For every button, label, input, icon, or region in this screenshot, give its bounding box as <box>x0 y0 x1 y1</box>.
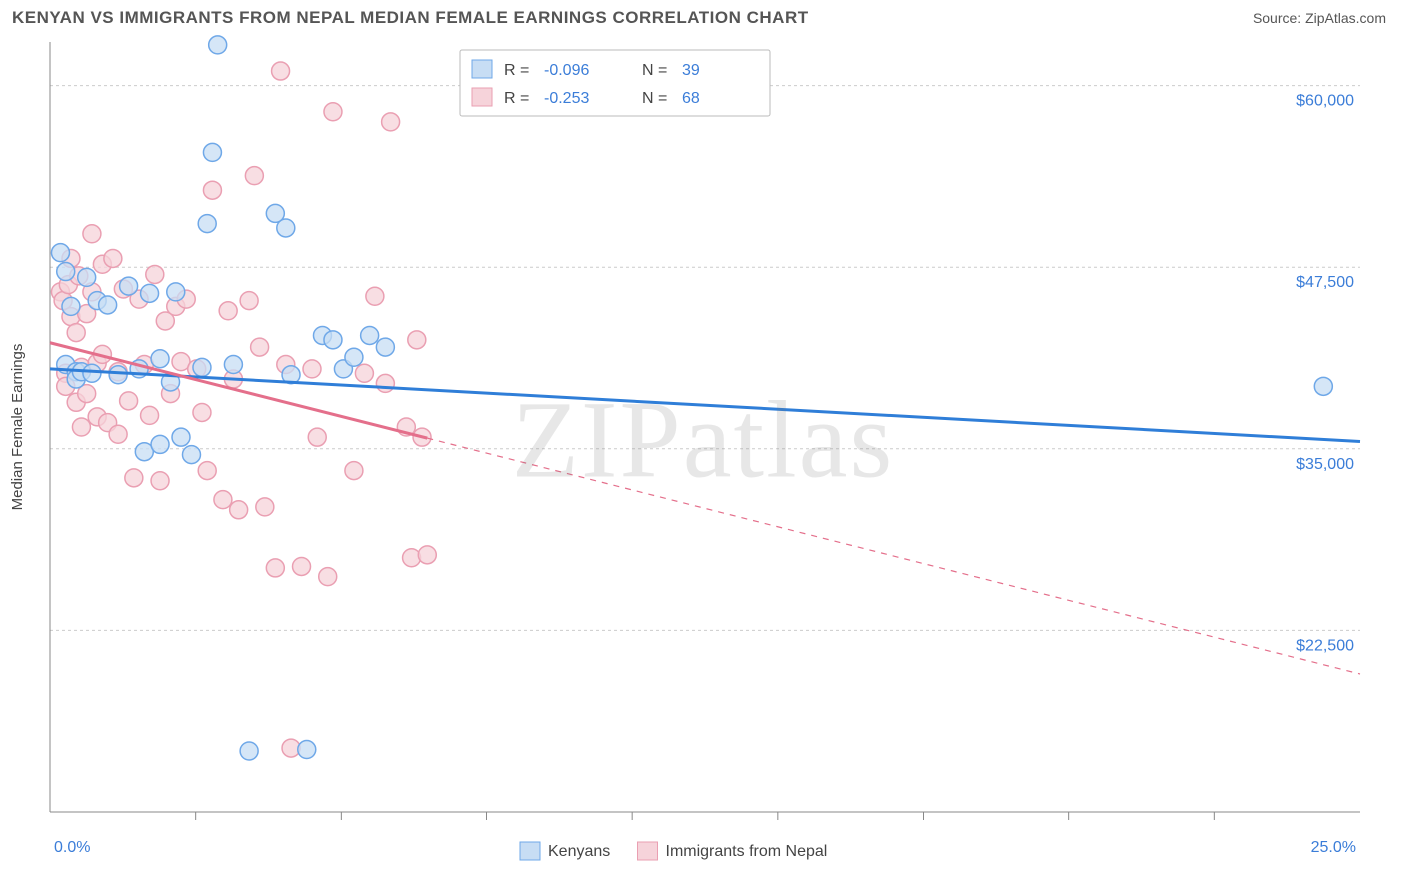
data-point <box>355 364 373 382</box>
data-point <box>272 62 290 80</box>
data-point <box>382 113 400 131</box>
chart-area: ZIPatlas $22,500$35,000$47,500$60,0000.0… <box>0 32 1406 882</box>
chart-header: KENYAN VS IMMIGRANTS FROM NEPAL MEDIAN F… <box>0 0 1406 32</box>
data-point <box>99 296 117 314</box>
data-point <box>240 742 258 760</box>
data-point <box>245 167 263 185</box>
data-point <box>418 546 436 564</box>
source-label: Source: <box>1253 10 1301 26</box>
data-point <box>193 358 211 376</box>
data-point <box>224 356 242 374</box>
legend-swatch <box>520 842 540 860</box>
data-point <box>230 501 248 519</box>
data-point <box>83 225 101 243</box>
legend-series-label: Immigrants from Nepal <box>666 843 828 860</box>
data-point <box>182 446 200 464</box>
data-point <box>83 364 101 382</box>
data-point <box>408 331 426 349</box>
data-point <box>151 435 169 453</box>
data-point <box>403 549 421 567</box>
legend-r-value: -0.253 <box>544 90 589 107</box>
data-point <box>376 338 394 356</box>
y-tick-label: $60,000 <box>1296 93 1354 110</box>
regression-line-dashed <box>427 438 1360 674</box>
data-point <box>324 331 342 349</box>
data-point <box>376 374 394 392</box>
data-point <box>303 360 321 378</box>
legend-swatch <box>638 842 658 860</box>
chart-source: Source: ZipAtlas.com <box>1253 10 1386 26</box>
scatter-chart: $22,500 $35,000 $47,500 $60,000 0.0% 25.0% Med… <box>0 32 1406 882</box>
data-point <box>141 406 159 424</box>
data-point <box>151 350 169 368</box>
legend-series-label: Kenyans <box>548 843 610 860</box>
data-point <box>219 302 237 320</box>
y-tick-label: $47,500 <box>1296 274 1354 291</box>
legend-swatch <box>472 88 492 106</box>
regression-line <box>50 369 1360 442</box>
data-point <box>167 283 185 301</box>
legend-r-value: -0.096 <box>544 62 589 79</box>
legend-r-label: R = <box>504 62 529 79</box>
legend-n-value: 39 <box>682 62 700 79</box>
data-point <box>198 215 216 233</box>
data-point <box>277 219 295 237</box>
data-point <box>51 244 69 262</box>
source-value: ZipAtlas.com <box>1305 10 1386 26</box>
data-point <box>298 741 316 759</box>
data-point <box>345 462 363 480</box>
legend-r-label: R = <box>504 90 529 107</box>
data-point <box>266 559 284 577</box>
data-point <box>293 557 311 575</box>
data-point <box>120 392 138 410</box>
data-point <box>214 491 232 509</box>
data-point <box>256 498 274 516</box>
data-point <box>78 268 96 286</box>
data-point <box>109 425 127 443</box>
data-point <box>172 428 190 446</box>
data-point <box>193 403 211 421</box>
data-point <box>240 292 258 310</box>
data-point <box>125 469 143 487</box>
legend-n-label: N = <box>642 90 667 107</box>
legend-n-value: 68 <box>682 90 700 107</box>
data-point <box>319 568 337 586</box>
data-point <box>308 428 326 446</box>
x-tick-label: 0.0% <box>54 839 90 856</box>
data-point <box>366 287 384 305</box>
y-axis-title: Median Female Earnings <box>9 344 26 511</box>
data-point <box>109 366 127 384</box>
y-tick-label: $35,000 <box>1296 456 1354 473</box>
data-point <box>62 297 80 315</box>
x-tick-label: 25.0% <box>1311 839 1356 856</box>
y-tick-label: $22,500 <box>1296 637 1354 654</box>
data-point <box>198 462 216 480</box>
data-point <box>104 249 122 267</box>
data-point <box>146 265 164 283</box>
data-point <box>141 284 159 302</box>
legend-swatch <box>472 60 492 78</box>
data-point <box>57 263 75 281</box>
data-point <box>203 143 221 161</box>
data-point <box>120 277 138 295</box>
data-point <box>1314 377 1332 395</box>
data-point <box>72 418 90 436</box>
data-point <box>361 326 379 344</box>
data-point <box>324 103 342 121</box>
data-point <box>203 181 221 199</box>
chart-title: KENYAN VS IMMIGRANTS FROM NEPAL MEDIAN F… <box>12 8 809 28</box>
data-point <box>67 324 85 342</box>
data-point <box>151 472 169 490</box>
data-point <box>251 338 269 356</box>
data-point <box>209 36 227 54</box>
legend-n-label: N = <box>642 62 667 79</box>
data-point <box>345 348 363 366</box>
